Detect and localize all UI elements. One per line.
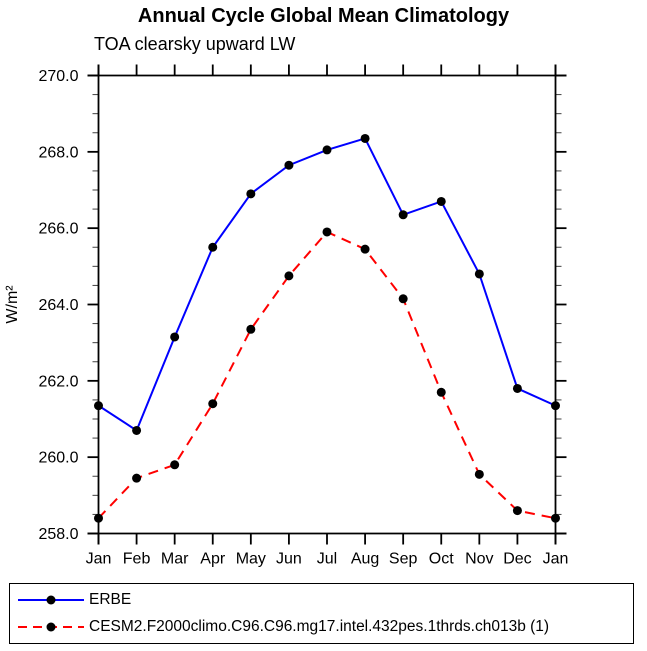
data-point-marker xyxy=(170,460,180,470)
data-point-marker xyxy=(284,160,294,170)
x-tick-label: Jan xyxy=(543,551,569,568)
x-tick-label: Jun xyxy=(276,551,302,568)
y-tick-label: 260.0 xyxy=(38,450,78,467)
x-tick-label: Sep xyxy=(389,551,418,568)
data-point-marker xyxy=(398,210,408,220)
data-point-marker xyxy=(208,242,218,252)
data-point-marker xyxy=(436,196,446,206)
y-tick-label: 270.0 xyxy=(38,68,78,85)
data-point-marker xyxy=(551,401,560,411)
y-tick-label: 258.0 xyxy=(38,526,78,543)
chart-subtitle: TOA clearsky upward LW xyxy=(94,34,296,54)
data-point-marker xyxy=(474,269,484,279)
data-point-marker xyxy=(94,513,103,523)
data-point-marker xyxy=(551,513,560,523)
data-point-marker xyxy=(322,145,332,155)
data-point-marker xyxy=(132,473,142,483)
series-markers-erbe xyxy=(94,133,560,435)
axis-minor-ticks xyxy=(92,94,562,515)
legend-entry-erbe: ERBE xyxy=(17,590,633,610)
y-tick-label: 266.0 xyxy=(38,221,78,238)
x-tick-label: Oct xyxy=(429,551,454,568)
y-tick-label: 268.0 xyxy=(38,144,78,161)
legend-label-cesm2: CESM2.F2000climo.C96.C96.mg17.intel.432p… xyxy=(89,618,550,635)
data-point-marker xyxy=(360,133,370,143)
plot-frame xyxy=(87,64,567,545)
data-point-marker xyxy=(360,244,370,254)
chart-title: Annual Cycle Global Mean Climatology xyxy=(137,5,510,27)
chart-canvas: Jan Feb Mar Apr May Jun Jul Aug Sep Oct Nov Dec Jan 2… xyxy=(4,64,568,568)
data-point-marker xyxy=(474,469,484,479)
x-tick-label: Jan xyxy=(86,551,112,568)
data-point-marker xyxy=(512,383,522,393)
axis-labels: Jan Feb Mar Apr May Jun Jul Aug Sep Oct Nov Dec Jan 2… xyxy=(4,68,568,568)
legend-dashed-line-sample xyxy=(18,622,84,632)
x-tick-label: Feb xyxy=(123,551,151,568)
x-tick-label: Jul xyxy=(317,551,337,568)
axis-ticks xyxy=(87,64,567,545)
data-point-marker xyxy=(246,324,256,334)
data-point-marker xyxy=(512,506,522,516)
data-point-marker xyxy=(246,189,256,199)
y-tick-label: 264.0 xyxy=(38,297,78,314)
legend-box: ERBE CESM2.F2000climo.C96.C96.mg17.intel… xyxy=(9,583,634,644)
data-point-marker xyxy=(170,332,180,342)
x-tick-label: Dec xyxy=(503,551,531,568)
x-tick-label: Aug xyxy=(351,551,379,568)
data-point-marker xyxy=(284,271,294,281)
data-point-marker xyxy=(208,399,218,409)
series-line-erbe xyxy=(97,137,556,432)
data-point-marker xyxy=(322,227,332,237)
legend-label-erbe: ERBE xyxy=(89,591,132,608)
legend-solid-line-sample xyxy=(18,595,84,605)
series-markers-cesm2 xyxy=(94,227,560,523)
data-point-marker xyxy=(132,425,142,435)
data-point-marker xyxy=(94,401,103,411)
y-axis-title: W/m² xyxy=(4,285,21,324)
x-tick-label: Mar xyxy=(161,551,189,568)
x-tick-label: Nov xyxy=(465,551,493,568)
legend-entry-cesm2: CESM2.F2000climo.C96.C96.mg17.intel.432p… xyxy=(17,617,633,637)
x-tick-label: May xyxy=(236,551,266,568)
data-point-marker xyxy=(398,294,408,304)
series-line-cesm2 xyxy=(97,230,556,520)
y-tick-label: 262.0 xyxy=(38,373,78,390)
data-point-marker xyxy=(436,387,446,397)
x-tick-label: Apr xyxy=(200,551,226,568)
